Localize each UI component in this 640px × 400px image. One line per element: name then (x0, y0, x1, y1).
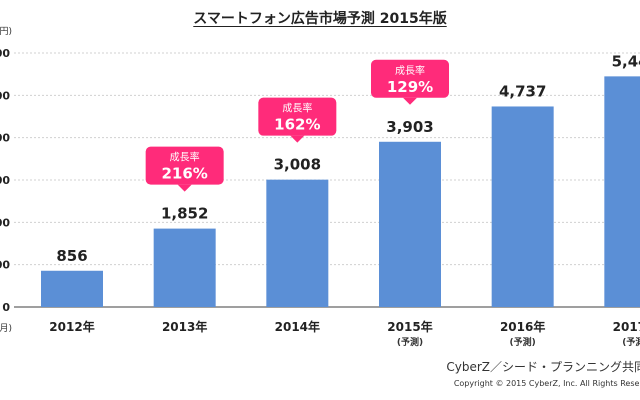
y-tick-label: 3,000 (0, 174, 10, 187)
badge-label: 成長率 (282, 102, 312, 115)
copyright-text: Copyright © 2015 CyberZ, Inc. All Rights… (453, 379, 640, 388)
value-label: 3,903 (386, 118, 433, 136)
badge-pointer (177, 184, 192, 192)
x-tick-label: 2013年 (162, 319, 207, 334)
badge-label: 成長率 (170, 151, 200, 164)
bar-layer (41, 76, 640, 307)
bar (491, 106, 554, 307)
badge-box (371, 59, 449, 98)
y-tick-label: 5,000 (0, 89, 10, 102)
badge-pointer (290, 135, 305, 143)
x-tick-label: 2016年 (500, 319, 545, 334)
y-tick-label: 2,000 (0, 216, 10, 229)
badge-box (145, 146, 224, 185)
badge-value: 162% (274, 116, 320, 134)
badge-box (258, 97, 337, 136)
y-tick-label: 6,000 (0, 47, 10, 60)
value-label: 3,008 (274, 156, 321, 174)
y-tick-label: 0 (2, 301, 10, 314)
value-label: 856 (56, 247, 87, 265)
bar (41, 270, 103, 307)
label-layer: 856 2012年 1,852 2013年 3,008 2014年 3,903 2015年 (予… (49, 52, 640, 348)
x-tick-sublabel: (予測) (510, 336, 536, 348)
x-tick-sublabel: (予測) (622, 336, 640, 348)
x-tick-label: 2014年 (275, 319, 320, 334)
bar (379, 141, 441, 307)
source-credit: CyberZ／シード・プランニング共同調べ (446, 360, 640, 374)
badge-label: 成長率 (395, 64, 425, 77)
bar (604, 76, 640, 307)
badge-value: 216% (161, 165, 207, 183)
bar (153, 228, 216, 307)
badge-pointer (403, 97, 417, 105)
y-tick-label: 4,000 (0, 132, 10, 145)
value-label: 1,852 (161, 205, 208, 223)
value-label: 5,448 (612, 52, 640, 70)
badge-value: 129% (387, 78, 433, 96)
chart-title: スマートフォン広告市場予測 2015年版 (193, 11, 447, 27)
x-tick-label: 2015年 (387, 319, 432, 334)
y-unit-label: (億円) (0, 25, 12, 37)
x-tick-sublabel: (予測) (397, 336, 423, 348)
x-unit-label: (年/月) (0, 322, 12, 334)
y-tick-label: 1,000 (0, 259, 10, 272)
bar (266, 179, 329, 307)
x-tick-label: 2012年 (49, 319, 94, 334)
x-tick-label: 2017年 (613, 319, 640, 334)
value-label: 4,737 (499, 82, 546, 100)
